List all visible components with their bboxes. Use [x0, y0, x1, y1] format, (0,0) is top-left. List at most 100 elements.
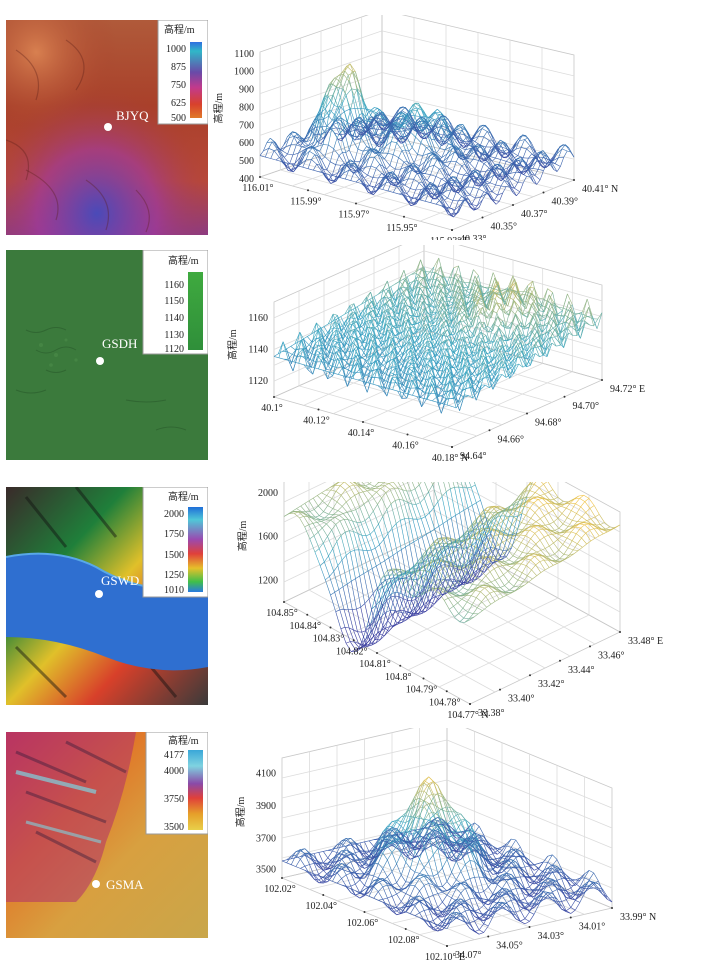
z-tick-label: 1120 [248, 376, 268, 387]
x-tick [406, 433, 409, 436]
x-tick [259, 176, 261, 178]
z-tick-label: 4100 [256, 769, 276, 780]
y-tick-label: 94.68° [535, 418, 562, 429]
z-tick-label: 1000 [234, 67, 254, 78]
legend-tick: 1000 [166, 44, 186, 55]
x-tick [355, 202, 357, 205]
legend-tick: 1010 [164, 585, 184, 596]
x-tick-label: 104.85° [266, 608, 298, 619]
y-tick-label: 94.66° [498, 434, 525, 445]
y-tick-label: 94.64° [460, 451, 487, 462]
panel-gsdh: GSDH 高程/m 1160 1150 1140 1130 1120 1160 1… [0, 245, 724, 475]
y-tick-label: 34.01° [579, 922, 606, 933]
legend-title: 高程/m [168, 734, 199, 747]
x-tick [273, 396, 275, 398]
z-tick-label: 1200 [258, 575, 278, 586]
x-tick [306, 613, 309, 616]
x-tick-label: 104.77° N [447, 710, 488, 721]
z-tick-label: 1100 [234, 49, 254, 60]
y-tick [488, 429, 491, 432]
station-label: GSWD [101, 573, 139, 588]
panel-gswd: GSWD 高程/m 2000 1750 1500 1250 1010 2000 1… [0, 482, 724, 722]
y-tick-label: 34.03° [538, 931, 565, 942]
x-tick [404, 928, 407, 930]
legend-title: 高程/m [168, 490, 199, 503]
legend-tick: 1500 [164, 550, 184, 561]
y-tick [529, 674, 531, 677]
station-marker-gswd: GSWD [95, 573, 139, 598]
y-tick [481, 216, 484, 219]
y-tick-label: 40.41° N [582, 184, 618, 195]
y-tick [487, 935, 490, 938]
x-tick-label: 104.82° [336, 646, 368, 657]
z-tick-label: 800 [239, 102, 254, 113]
surface-plot-gsma: 4100 3900 3700 3500 高程/m 102.02° 102.04° 102.06… [212, 728, 722, 977]
legend-tick: 2000 [164, 509, 184, 520]
legend-gsma: 高程/m 4177 4000 3750 3500 [145, 732, 208, 835]
y-tick-label: 34.07° [455, 950, 482, 961]
y-tick-label: 40.33° [460, 234, 487, 240]
y-tick [446, 945, 448, 947]
legend-tick: 4177 [164, 750, 184, 761]
legend-title: 高程/m [164, 23, 195, 36]
y-tick [451, 446, 453, 448]
panel-bjyq: BJYQ 高程/m 1000 875 750 625 500 1100 1000 9… [0, 0, 724, 240]
legend-title: 高程/m [168, 254, 199, 267]
panel-gsma: GSMA 高程/m 4177 4000 3750 3500 4100 3900 37… [0, 728, 724, 977]
x-tick [376, 652, 378, 654]
legend-tick: 750 [171, 80, 186, 91]
z-axis-label: 高程/m [236, 521, 249, 552]
z-tick-label: 1600 [258, 532, 278, 543]
x-tick [352, 639, 355, 642]
legend-tick: 4000 [164, 766, 184, 777]
legend-tick: 3500 [164, 822, 184, 833]
z-tick-label: 2000 [258, 488, 278, 499]
x-tick-label: 115.93° E [430, 236, 470, 240]
elevation-surface [281, 776, 613, 935]
legend-tick: 1140 [164, 313, 184, 324]
x-tick-label: 40.1° [261, 403, 283, 414]
legend-tick: 625 [171, 98, 186, 109]
z-tick-label: 700 [239, 120, 254, 131]
y-tick [469, 703, 471, 705]
y-tick [573, 179, 575, 181]
z-axis-label: 高程/m [234, 797, 247, 828]
station-label: GSMA [106, 877, 144, 892]
y-tick [601, 379, 603, 381]
station-marker-gsdh: GSDH [96, 336, 137, 365]
station-label: BJYQ [116, 108, 149, 123]
x-tick-label: 115.95° [386, 223, 417, 234]
y-tick [512, 204, 514, 206]
x-tick-label: 104.84° [290, 621, 322, 632]
x-tick [317, 408, 320, 411]
legend-tick: 1130 [164, 330, 184, 341]
x-tick-label: 102.04° [306, 901, 338, 912]
station-marker-gsma: GSMA [92, 877, 144, 892]
x-tick-label: 104.83° [313, 634, 345, 645]
y-tick [589, 645, 591, 648]
legend-tick: 1250 [164, 570, 184, 581]
x-tick [403, 215, 405, 218]
station-label: GSDH [102, 336, 137, 351]
x-tick-label: 116.01° [242, 183, 273, 194]
y-tick [563, 395, 566, 398]
z-tick-label: 3700 [256, 833, 276, 844]
legend-tick: 1150 [164, 296, 184, 307]
x-tick [281, 877, 283, 879]
z-tick-label: 1140 [248, 345, 268, 356]
x-tick-label: 104.8° [385, 672, 412, 683]
y-tick [526, 412, 528, 415]
z-tick-label: 400 [239, 174, 254, 185]
x-tick-label: 115.97° [338, 210, 369, 221]
x-tick [363, 911, 366, 913]
y-tick-label: 40.39° [552, 197, 579, 208]
elevation-surface [273, 257, 603, 414]
y-tick [542, 191, 545, 194]
z-axis-label: 高程/m [212, 93, 225, 124]
x-tick [362, 421, 364, 423]
z-tick-label: 3900 [256, 801, 276, 812]
y-tick-label: 33.38° [478, 708, 505, 719]
legend-tick: 875 [171, 62, 186, 73]
y-tick-label: 40.37° [521, 209, 548, 220]
y-tick [528, 926, 531, 928]
